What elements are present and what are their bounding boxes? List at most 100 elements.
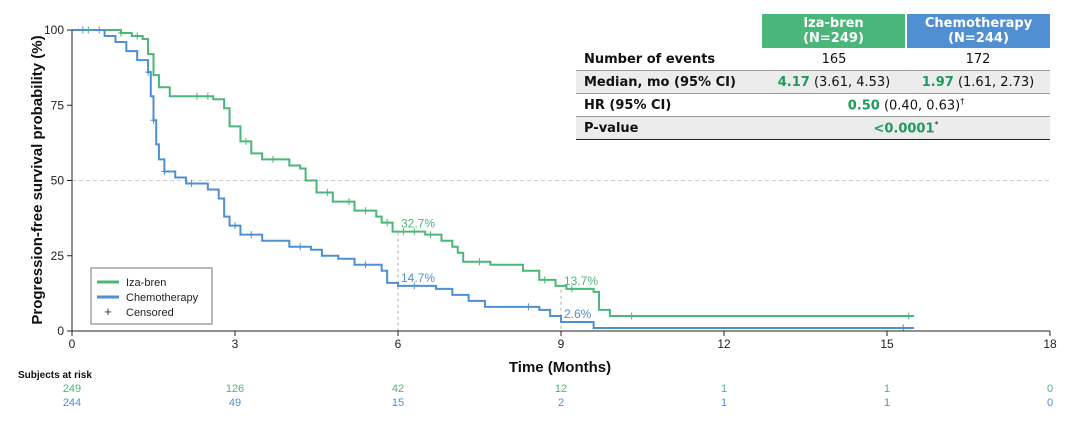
censor-mark-iza-3 [193, 92, 200, 100]
x-tick-label-1: 3 [232, 337, 239, 351]
stats-row-events: Number of events 165 172 [576, 48, 1050, 71]
p-mark: * [934, 119, 939, 129]
risk-chemo-2: 15 [392, 397, 404, 409]
events-label: Number of events [576, 48, 762, 71]
stats-header-chemo: Chemotherapy (N=244) [906, 14, 1050, 48]
hr-label: HR (95% CI) [576, 93, 762, 117]
x-axis-ticks: 0 3 6 9 12 15 18 [69, 331, 1057, 351]
p-label: P-value [576, 116, 762, 140]
reference-lines [397, 232, 562, 331]
annotation-2: 13.7% [564, 274, 598, 288]
censor-mark-iza-0 [85, 26, 92, 34]
risk-chemo-0: 244 [63, 397, 81, 409]
y-axis-ticks: 0 25 50 75 100 [44, 23, 72, 338]
stats-row-median: Median, mo (95% CI) 4.17 (3.61, 4.53) 1.… [576, 70, 1050, 94]
risk-table: 249 244 126 49 42 15 12 2 1 1 1 1 0 0 [63, 383, 1053, 409]
censor-mark-chemo-8 [297, 243, 304, 251]
hr-value-cell: 0.50 (0.40, 0.63)† [762, 93, 1050, 117]
risk-iza-0: 249 [63, 383, 81, 395]
censor-mark-iza-12 [411, 228, 418, 236]
stats-header-row: Iza-bren (N=249) Chemotherapy (N=244) [576, 14, 1050, 48]
risk-iza-3: 12 [555, 383, 567, 395]
risk-iza-2: 42 [392, 383, 404, 395]
annotation-3: 2.6% [564, 307, 592, 321]
survival-curves [72, 29, 915, 329]
censor-mark-iza-17 [628, 312, 635, 320]
x-tick-label-3: 9 [558, 337, 565, 351]
legend: Iza-bren Chemotherapy + Censored [90, 267, 213, 325]
hr-ci: (0.40, 0.63) [879, 98, 961, 114]
y-tick-label-0: 0 [57, 324, 64, 338]
censor-mark-iza-11 [400, 228, 407, 236]
censor-mark-chemo-0 [79, 26, 86, 34]
censor-mark-chemo-11 [525, 303, 532, 311]
p-value: <0.0001 [873, 121, 935, 137]
stats-row-hr: HR (95% CI) 0.50 (0.40, 0.63)† [576, 93, 1050, 117]
censor-mark-iza-4 [204, 92, 211, 100]
risk-chemo-6: 0 [1047, 397, 1053, 409]
censor-mark-chemo-10 [411, 282, 418, 290]
stats-header-iza: Iza-bren (N=249) [762, 14, 907, 48]
median-label: Median, mo (95% CI) [576, 70, 762, 94]
events-iza: 165 [762, 48, 906, 71]
censor-mark-iza-6 [270, 155, 277, 163]
x-tick-label-0: 0 [69, 337, 76, 351]
legend-label-iza: Iza-bren [126, 277, 166, 289]
x-axis-label: Time (Months) [509, 359, 611, 376]
censor-mark-chemo-1 [96, 26, 103, 34]
stats-header-iza-n: (N=249) [803, 31, 864, 46]
risk-iza-4: 1 [721, 383, 727, 395]
median-chemo-value: 1.97 [921, 74, 954, 90]
median-iza-value: 4.17 [777, 74, 810, 90]
curve-chemo [72, 29, 915, 329]
stats-header-iza-name: Iza-bren [803, 16, 864, 31]
median-iza: 4.17 (3.61, 4.53) [762, 70, 906, 94]
legend-label-censored: Censored [126, 307, 174, 319]
risk-chemo-5: 1 [884, 397, 890, 409]
x-tick-label-4: 12 [717, 337, 731, 351]
x-tick-label-6: 18 [1043, 337, 1057, 351]
risk-iza-5: 1 [884, 383, 890, 395]
censor-mark-chemo-6 [232, 222, 238, 230]
annotation-1: 14.7% [401, 271, 435, 285]
stats-header-blank [576, 14, 762, 48]
stats-table: Iza-bren (N=249) Chemotherapy (N=244) Nu… [576, 14, 1050, 140]
censor-mark-chemo-2 [145, 68, 152, 76]
censor-mark-chemo-7 [248, 231, 255, 239]
censor-mark-iza-1 [117, 29, 124, 37]
x-tick-label-2: 6 [395, 337, 402, 351]
x-tick-label-5: 15 [880, 337, 894, 351]
median-iza-ci: (3.61, 4.53) [809, 74, 891, 90]
y-tick-label-1: 25 [51, 249, 65, 263]
censor-mark-chemo-3 [150, 116, 157, 124]
censor-mark-iza-2 [134, 32, 141, 40]
censor-mark-iza-7 [324, 189, 331, 197]
median-chemo: 1.97 (1.61, 2.73) [906, 70, 1050, 94]
risk-chemo-1: 49 [229, 397, 241, 409]
hr-value: 0.50 [847, 98, 880, 114]
annotation-0: 32.7% [401, 217, 435, 231]
censor-mark-chemo-5 [188, 180, 195, 188]
censor-mark-iza-18 [905, 312, 912, 320]
censor-mark-iza-5 [242, 137, 249, 145]
landmark-annotations: 32.7% 14.7% 13.7% 2.6% [401, 217, 598, 322]
censor-mark-iza-9 [362, 207, 369, 215]
stats-header-chemo-name: Chemotherapy [924, 16, 1033, 31]
y-tick-label-3: 75 [51, 98, 65, 112]
stats-row-p: P-value <0.0001* [576, 116, 1050, 140]
censor-mark-iza-10 [384, 219, 391, 227]
y-tick-label-4: 100 [44, 23, 64, 37]
curve-iza [72, 29, 915, 317]
censor-marks [79, 26, 912, 332]
censor-mark-iza-13 [427, 231, 434, 239]
stats-header-chemo-n: (N=244) [948, 31, 1009, 46]
censor-mark-iza-14 [476, 258, 483, 266]
y-tick-label-2: 50 [51, 174, 65, 188]
legend-label-chemo: Chemotherapy [126, 292, 199, 304]
events-chemo: 172 [906, 48, 1050, 71]
censor-mark-iza-15 [541, 276, 548, 284]
y-axis-label: Progression-free survival probability (%… [29, 35, 46, 324]
risk-table-title: Subjects at risk [18, 370, 92, 381]
risk-chemo-3: 2 [558, 397, 564, 409]
